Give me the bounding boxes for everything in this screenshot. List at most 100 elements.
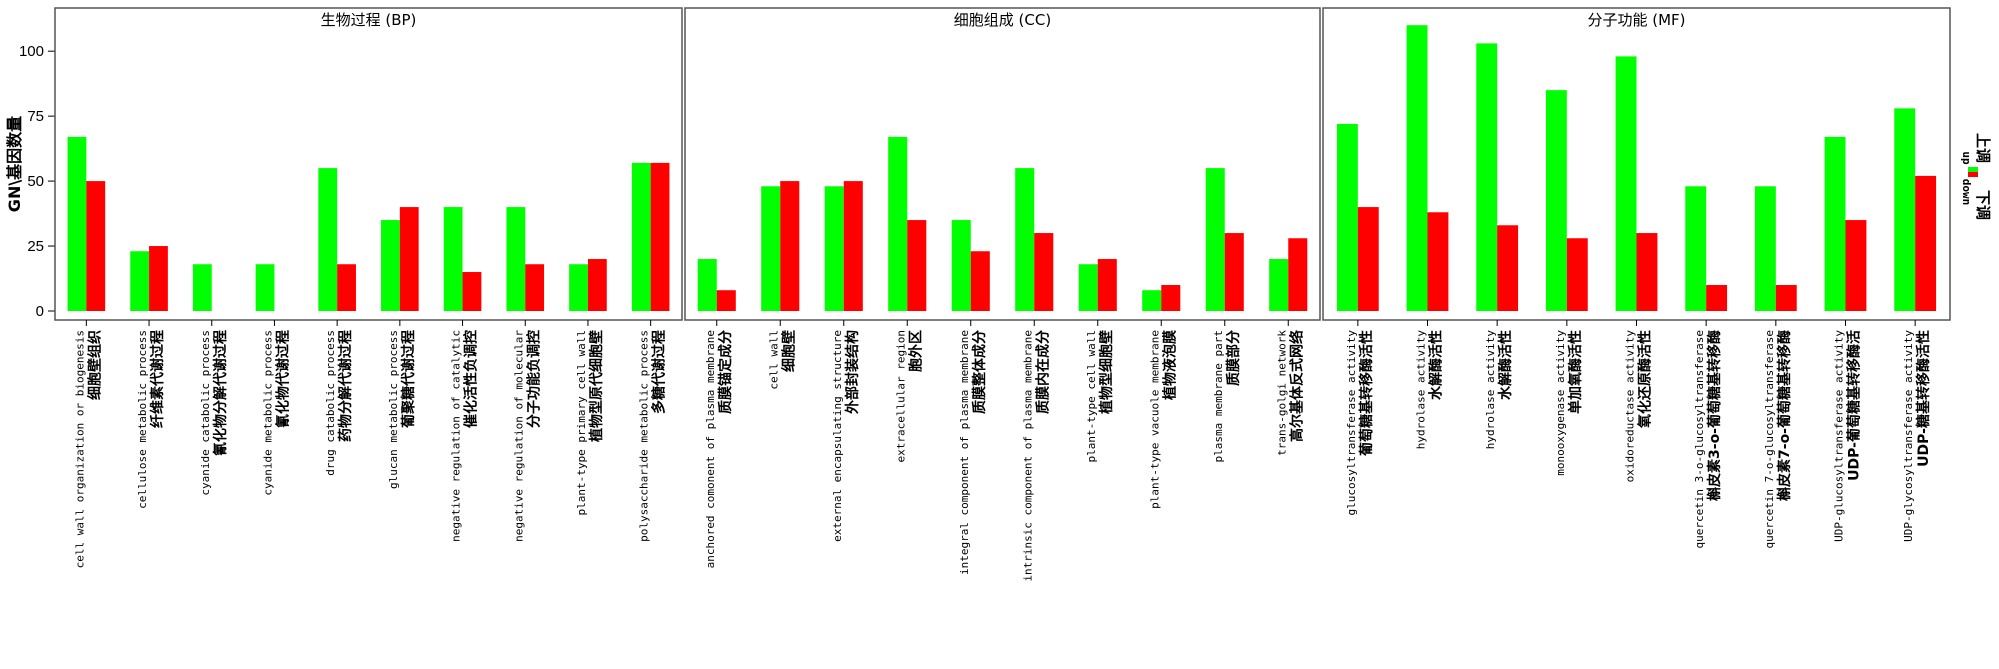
y-axis-label: GN\基因数量 [5,116,24,212]
bar-down [1915,175,1937,311]
bar-up [255,264,275,311]
x-tick-label-en: cell wall organization or biogenesis [73,330,86,568]
x-tick-label-en: UDP-glycosyltransferase activity [1902,330,1915,542]
y-tick-label: 0 [36,303,44,320]
x-tick-label-zh: 分子功能负调控 [525,330,542,428]
x-tick-label-en: quercetin 7-o-glucosyltransferase [1763,330,1776,549]
legend-label-up-sub: up [1960,151,1973,165]
bar-up [951,220,971,311]
x-tick-label-zh: 多糖代谢过程 [651,330,668,414]
bar-down [1706,285,1728,311]
x-tick-label-zh: 纤维素代谢过程 [149,330,166,428]
bar-up [888,136,908,311]
bar-up [1685,186,1707,311]
bar-up [631,162,651,311]
x-tick-label-en: integral component of plasma membrane [958,330,971,575]
bar-up [506,207,526,311]
x-tick-label-zh: 氧化还原酶活性 [1637,330,1654,429]
x-tick-label-zh: 质膜整体成分 [971,330,988,414]
bar-down [1775,285,1797,311]
x-tick-label-en: negative regulation of molecular [512,330,525,542]
legend-label-down: down [1960,179,1973,206]
x-tick-label-zh: 药物分解代谢过程 [337,330,354,442]
bar-up [1824,136,1846,311]
x-tick-label-en: plasma membrane part [1212,330,1225,462]
x-tick-label-en: anchored comonent of plasma membrane [704,330,717,568]
legend-label-up: 上调 [1974,133,1992,163]
x-tick-label-en: drug catabolic process [324,330,337,476]
bar-up [192,264,212,311]
x-tick-label-zh: 氰化物代谢过程 [274,330,291,428]
bar-down [1845,220,1867,311]
x-tick-label-en: plant-type primary cell wall [575,330,588,515]
x-tick-label-zh: 质膜内在成分 [1034,330,1051,414]
bar-down [462,272,482,311]
bar-down [907,220,927,311]
y-tick-label: 100 [19,43,44,60]
x-tick-label-zh: UDP-葡萄糖基转移酶活 [1846,330,1863,481]
bar-down [337,264,356,311]
bar-up [1406,25,1428,311]
bar-up [318,168,338,311]
x-tick-label-zh: 葡聚糖代谢过程 [400,330,417,429]
bar-down [1097,259,1117,311]
x-tick-label-en: intrinsic component of plasma membrane [1021,330,1034,582]
bar-up [1269,259,1289,311]
x-tick-label-en: cyanide catabolic process [199,330,212,496]
bar-up [1142,290,1162,311]
legend-swatch-up [1968,167,1978,172]
bar-up [1078,264,1098,311]
bar-up [761,186,781,311]
bar-down [780,181,800,311]
x-tick-label-zh: 细胞壁组织 [86,330,103,400]
y-tick-label: 75 [27,108,44,125]
bar-down [1566,238,1588,311]
x-tick-label-zh: 水解酶活性 [1428,330,1445,400]
bar-down [843,181,863,311]
x-tick-label-en: cell wall [767,330,780,390]
bar-down [716,290,736,311]
y-tick-label: 25 [27,238,44,255]
x-tick-label-zh: 植物液泡膜 [1161,330,1178,401]
legend-label-down-sub: 下调 [1974,190,1992,220]
bar-up [381,220,400,311]
x-tick-label-zh: 单加氧酶活性 [1567,330,1584,414]
bar-down [1224,233,1244,311]
x-tick-label-zh: 水解酶活性 [1497,330,1514,400]
x-tick-label-zh: 植物型原代细胞壁 [588,330,605,443]
bar-up [697,259,717,311]
bar-up [1754,186,1776,311]
panel-title: 分子功能 (MF) [1587,11,1685,29]
x-tick-label-en: extracellular region [894,330,907,462]
bar-down [1034,233,1054,311]
x-tick-label-zh: 高尔基体反式网络 [1288,330,1305,442]
x-tick-label-zh: 槲皮素3-o-葡萄糖基转移酶 [1706,330,1723,501]
x-tick-label-zh: UDP-糖基转移酶活性 [1915,330,1932,467]
x-tick-label-zh: 葡萄糖基转移酶活性 [1358,330,1375,457]
x-tick-label-en: UDP-glucosyltransferase activity [1833,330,1846,542]
x-tick-label-en: quercetin 3-o-glucosyltransferase [1693,330,1706,549]
x-tick-label-en: plant-type vacuole membrane [1148,330,1161,509]
x-tick-label-en: oxidoreductase activity [1624,330,1637,483]
bar-up [1615,56,1637,311]
bar-up [824,186,844,311]
bar-down [650,162,670,311]
x-tick-label-zh: 外部封装结构 [844,330,861,414]
bar-down [1636,233,1658,311]
x-tick-label-en: hydrolase activity [1484,330,1497,450]
x-tick-label-en: plant-type cell wall [1085,330,1098,462]
x-tick-label-zh: 植物型细胞壁 [1098,330,1115,415]
x-tick-label-zh: 氰化物分解代谢过程 [212,330,229,456]
x-tick-label-en: trans-golgi network [1275,330,1288,456]
x-tick-label-en: external encapsulating structure [831,330,844,542]
x-tick-label-en: glucosyltransferase activity [1345,330,1358,516]
x-tick-label-zh: 胞外区 [907,330,924,373]
bar-up [1205,168,1225,311]
bar-down [1161,285,1181,311]
bar-up [1015,168,1035,311]
bar-down [1357,207,1379,311]
panel-title: 生物过程 (BP) [321,11,417,29]
bar-down [86,181,106,311]
legend-swatch-down [1968,172,1978,177]
bar-up [569,264,588,311]
